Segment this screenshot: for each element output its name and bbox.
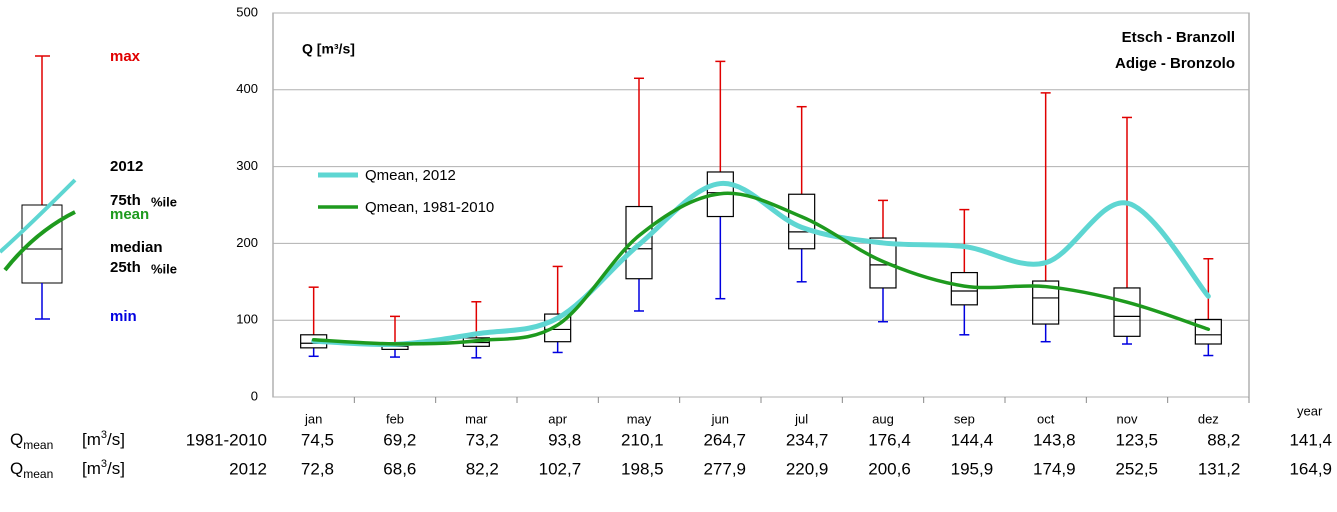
box: [1113, 287, 1141, 337]
unit: /s]: [107, 430, 125, 449]
row-symbol: Qmean: [10, 459, 53, 481]
mean-line: [311, 181, 1211, 348]
table-value: 220,9: [786, 459, 829, 478]
table-value: 200,6: [868, 459, 911, 478]
x-tick-label: year: [1297, 403, 1323, 418]
key-label: %ile: [151, 261, 177, 276]
x-tick-label: sep: [954, 411, 975, 426]
table-value: 176,4: [868, 430, 911, 449]
row-unit: [m3/s]: [82, 458, 125, 479]
table-value: 234,7: [786, 430, 829, 449]
y-tick-label: 0: [251, 388, 258, 403]
x-tick-label: feb: [386, 411, 404, 426]
unit: [m: [82, 430, 101, 449]
x-tick-label: oct: [1037, 411, 1055, 426]
y-tick-label: 500: [236, 4, 258, 19]
table-value: 198,5: [621, 459, 664, 478]
symbol: Q: [10, 430, 23, 449]
table-value: 174,9: [1033, 459, 1076, 478]
table-value: 143,8: [1033, 430, 1076, 449]
box: [1032, 280, 1060, 325]
chart-title: Adige - Bronzolo: [1115, 55, 1235, 72]
y-tick-label: 300: [236, 158, 258, 173]
symbol: Q: [10, 459, 23, 478]
key-line: [0, 178, 77, 254]
table-value: 88,2: [1207, 430, 1240, 449]
table-value: 252,5: [1115, 459, 1158, 478]
table-value: 74,5: [301, 430, 334, 449]
x-tick-label: jan: [304, 411, 322, 426]
table-value: 210,1: [621, 430, 664, 449]
legend-label: Qmean, 2012: [365, 167, 456, 184]
table-value: 73,2: [466, 430, 499, 449]
x-tick-label: mar: [465, 411, 488, 426]
x-tick-label: dez: [1198, 411, 1219, 426]
table-value: 69,2: [383, 430, 416, 449]
x-tick-label: may: [627, 411, 652, 426]
key-label: mean: [110, 206, 149, 223]
table-value: 131,2: [1198, 459, 1241, 478]
y-tick-label: 200: [236, 235, 258, 250]
key-label: median: [110, 239, 163, 256]
row-unit: [m3/s]: [82, 429, 125, 450]
x-tick-label: jul: [794, 411, 808, 426]
box: [625, 205, 653, 280]
key: max 2012 75th %ile mean median 25th %ile…: [0, 48, 177, 325]
unit: [m: [82, 459, 101, 478]
subscript: mean: [23, 438, 53, 452]
table-value: 144,4: [951, 430, 994, 449]
key-label: %ile: [151, 194, 177, 209]
key-line: [3, 210, 76, 272]
row-period: 2012: [229, 459, 267, 478]
x-tick-label: apr: [548, 411, 567, 426]
mean-line: [311, 191, 1211, 346]
legend-label: Qmean, 1981-2010: [365, 199, 494, 216]
subscript: mean: [23, 467, 53, 481]
x-tick-label: jun: [711, 411, 729, 426]
x-tick-label: aug: [872, 411, 894, 426]
unit: /s]: [107, 459, 125, 478]
key-label: max: [110, 48, 141, 65]
table-value: 102,7: [539, 459, 582, 478]
table-value: 82,2: [466, 459, 499, 478]
unit: 3: [101, 458, 107, 470]
key-label: 75th: [110, 192, 141, 209]
y-axis-label: Q [m³/s]: [302, 41, 355, 57]
key-label: 25th: [110, 259, 141, 276]
table-value: 93,8: [548, 430, 581, 449]
table-value: 72,8: [301, 459, 334, 478]
unit: 3: [101, 429, 107, 441]
table-value: 264,7: [703, 430, 746, 449]
table-value: 123,5: [1115, 430, 1158, 449]
y-tick-label: 400: [236, 81, 258, 96]
key-label: min: [110, 308, 137, 325]
x-tick-label: nov: [1117, 411, 1138, 426]
table-value: 141,4: [1289, 430, 1332, 449]
table-value: 164,9: [1289, 459, 1332, 478]
table-value: 195,9: [951, 459, 994, 478]
y-tick-label: 100: [236, 312, 258, 327]
key-label: 2012: [110, 158, 143, 175]
row-period: 1981-2010: [186, 430, 267, 449]
box: [869, 237, 897, 289]
box: [544, 313, 572, 343]
box: [1194, 318, 1222, 345]
table-value: 277,9: [703, 459, 746, 478]
row-symbol: Qmean: [10, 430, 53, 452]
table-value: 68,6: [383, 459, 416, 478]
chart-title: Etsch - Branzoll: [1122, 29, 1235, 46]
